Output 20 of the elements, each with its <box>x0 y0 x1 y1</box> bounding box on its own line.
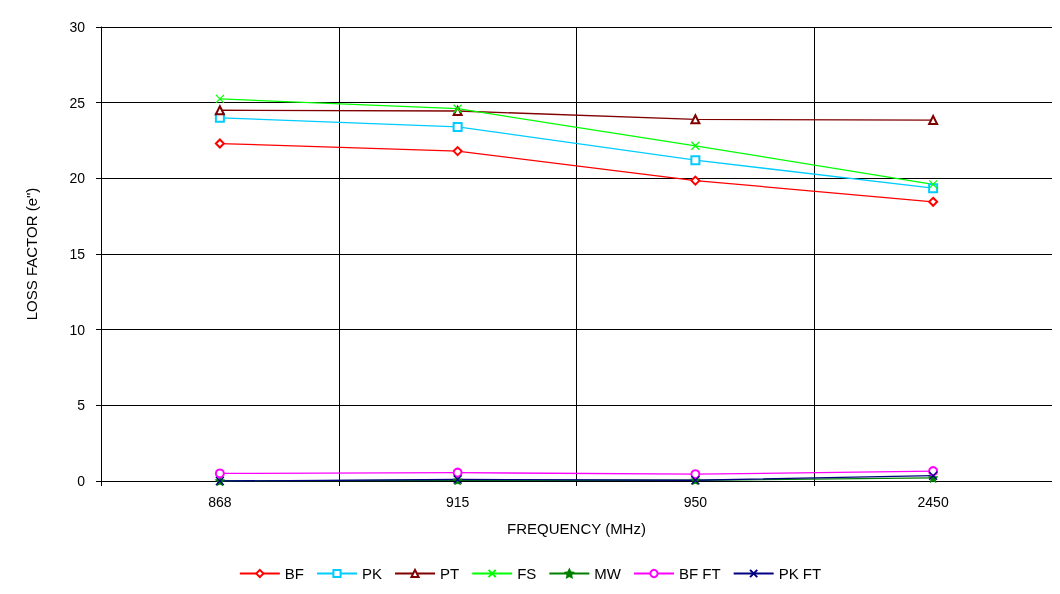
legend-label: BF FT <box>679 565 721 582</box>
y-tick-label: 20 <box>69 170 86 187</box>
y-tick-label: 15 <box>69 246 86 262</box>
y-tick-label: 30 <box>69 19 86 35</box>
y-tick-label: 5 <box>77 397 86 414</box>
x-tick-label: 915 <box>445 494 470 510</box>
legend-label: PT <box>440 565 460 582</box>
y-tick-label: 10 <box>69 321 86 338</box>
legend-label: FS <box>517 565 537 582</box>
legend-label: PK <box>362 565 383 582</box>
x-axis-title: FREQUENCY (MHz) <box>507 520 646 537</box>
legend-label: BF <box>284 565 305 582</box>
legend-label: MW <box>594 565 622 582</box>
x-tick-label: 950 <box>683 494 708 510</box>
x-tick-label: 2450 <box>917 494 949 510</box>
y-tick-label: 0 <box>77 473 86 489</box>
y-tick-label: 25 <box>69 94 86 111</box>
legend-label: PK FT <box>778 565 822 582</box>
x-tick-label: 868 <box>208 494 232 510</box>
y-axis-title: LOSS FACTOR (e") <box>23 187 40 321</box>
